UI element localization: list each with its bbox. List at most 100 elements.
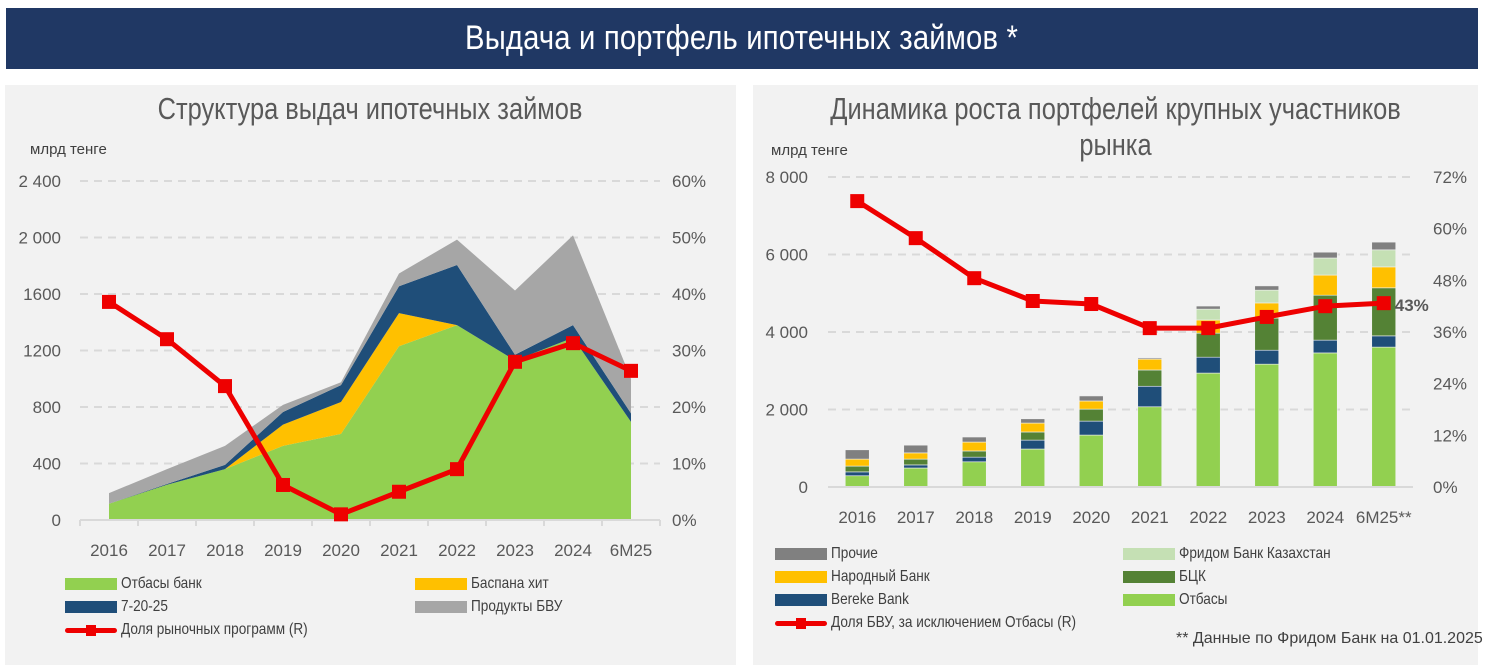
line-marker — [1259, 309, 1274, 324]
line-marker — [908, 231, 923, 246]
portfolio-growth-chart: млрд тенге 0 2 000 4 000 6 000 8 000 0% 12% 24% 3… — [765, 142, 1467, 527]
bar-segment-Отбасы — [1312, 352, 1338, 488]
legend-label: БЦК — [1179, 568, 1206, 585]
legend-swatch — [775, 594, 827, 606]
bar-segment-Bereke-Bank — [1371, 335, 1397, 348]
line-marker — [1201, 321, 1216, 336]
y2-tick-label: 0% — [672, 511, 697, 530]
y-axis-unit-label: млрд тенге — [30, 141, 107, 158]
y-tick-label: 6 000 — [765, 246, 808, 265]
y-tick-label: 2 400 — [18, 172, 61, 191]
y2-tick-label: 48% — [1433, 271, 1467, 290]
legend-label: Доля БВУ, за исключением Отбасы (R) — [831, 614, 1077, 631]
x-tick-label: 2020 — [1072, 508, 1110, 527]
line-marker — [967, 271, 982, 286]
y-axis-unit-label: млрд тенге — [771, 142, 848, 159]
y2-tick-label: 20% — [672, 398, 706, 417]
line-marker — [392, 484, 406, 499]
market-programs-share-line — [107, 299, 633, 517]
bar-segment-БЦК — [1078, 408, 1104, 422]
y2-tick-label: 30% — [672, 342, 706, 361]
legend-swatch — [65, 601, 117, 613]
line-marker — [160, 332, 174, 347]
bar-segment-Bereke-Bank — [1137, 385, 1163, 408]
legend-item: Доля БВУ, за исключением Отбасы (R) — [775, 614, 1119, 632]
bar-segment-Прочие — [1137, 357, 1163, 360]
legend-item: БЦК — [1123, 568, 1211, 586]
legend-item: Доля рыночных программ (R) — [65, 621, 341, 639]
line-marker — [1025, 294, 1040, 308]
bar-segment-Народный-Банк — [1137, 358, 1163, 371]
line-marker — [508, 354, 522, 369]
bar-segment-Фридом-Банк-Казахстан — [1371, 249, 1397, 268]
y-tick-label: 1600 — [23, 285, 61, 304]
x-tick-label: 2023 — [1248, 508, 1286, 527]
bar-segment-Прочие — [1312, 251, 1338, 259]
y-tick-label: 2 000 — [765, 401, 808, 420]
bar-segment-БЦК — [1195, 332, 1221, 358]
legend-label: Отбасы банк — [121, 575, 202, 592]
x-tick-label: 6M25** — [1356, 508, 1412, 527]
bar-segment-БЦК — [961, 450, 987, 458]
bar-segment-БЦК — [903, 458, 929, 466]
legend-item: 7-20-25 — [65, 598, 176, 616]
y2-tick-label: 36% — [1433, 323, 1467, 342]
legend-swatch — [415, 578, 467, 590]
bar-segment-Народный-Банк — [1312, 274, 1338, 296]
bar-segment-Народный-Банк — [1078, 400, 1104, 410]
issuance-structure-chart: млрд тенге 0 400 800 1200 1600 2 000 2 400 0% 10%… — [18, 141, 706, 560]
x-tick-label: 2022 — [1189, 508, 1227, 527]
chart-title: Структура выдач ипотечных займов — [158, 91, 583, 126]
bar-segment-Bereke-Bank — [903, 464, 929, 469]
legend-label: Доля рыночных программ (R) — [121, 621, 308, 638]
bar-segment-Bereke-Bank — [961, 456, 987, 463]
x-tick-label: 2019 — [264, 541, 302, 560]
line-marker — [276, 477, 290, 492]
legend-item: Народный Банк — [775, 568, 947, 586]
bar-segment-Отбасы — [903, 467, 929, 488]
page-title: Выдача и портфель ипотечных займов * — [465, 19, 1019, 57]
y-tick-label: 800 — [33, 398, 61, 417]
chart-title: Динамика роста портфелей крупных участни… — [830, 91, 1401, 162]
line-marker — [1376, 296, 1391, 311]
y2-tick-label: 24% — [1433, 375, 1467, 394]
x-tick-label: 2023 — [496, 541, 534, 560]
legend-swatch — [415, 601, 467, 613]
x-tick-label: 2019 — [1014, 508, 1052, 527]
y2-tick-label: 60% — [1433, 220, 1467, 239]
y2-tick-label: 10% — [672, 455, 706, 474]
line-marker — [850, 194, 865, 209]
bar-segment-Bereke-Bank — [1020, 439, 1046, 450]
bar-segment-Bereke-Bank — [1312, 339, 1338, 354]
legend-swatch — [775, 548, 827, 560]
legend-label: Фридом Банк Казахстан — [1179, 545, 1331, 562]
x-tick-label: 2024 — [1306, 508, 1344, 527]
line-marker — [624, 363, 638, 378]
line-marker — [450, 462, 464, 477]
y-tick-label: 400 — [33, 455, 61, 474]
legend-label: Продукты БВУ — [471, 598, 563, 615]
bar-segment-Bereke-Bank — [1078, 420, 1104, 436]
legend-swatch — [775, 617, 827, 629]
bar-segment-Народный-Банк — [903, 452, 929, 460]
legend-item: Прочие — [775, 545, 886, 563]
data-label-last-share: 43% — [1395, 296, 1429, 315]
bar-segment-Отбасы — [1078, 434, 1104, 488]
x-tick-label: 6M25 — [610, 541, 653, 560]
bar-segment-Отбасы — [1195, 372, 1221, 488]
area-Продукты-БВУ — [109, 235, 631, 504]
bar-segment-Прочие — [844, 449, 870, 460]
y-tick-label: 4 000 — [765, 323, 808, 342]
y2-tick-label: 40% — [672, 285, 706, 304]
bar-segment-БЦК — [1020, 431, 1046, 441]
bar-segment-Прочие — [1020, 418, 1046, 424]
y2-tick-label: 12% — [1433, 426, 1467, 445]
line-marker — [1318, 299, 1333, 314]
bar-segment-Отбасы — [961, 461, 987, 488]
legend-item: Баспана хит — [415, 575, 562, 593]
legend-label: Отбасы — [1179, 591, 1228, 608]
legend-label: Прочие — [831, 545, 878, 562]
issuance-structure-panel: Структура выдач ипотечных займов млрд те… — [5, 85, 736, 665]
bar-segment-Прочие — [961, 436, 987, 443]
y-tick-label: 8 000 — [765, 168, 808, 187]
